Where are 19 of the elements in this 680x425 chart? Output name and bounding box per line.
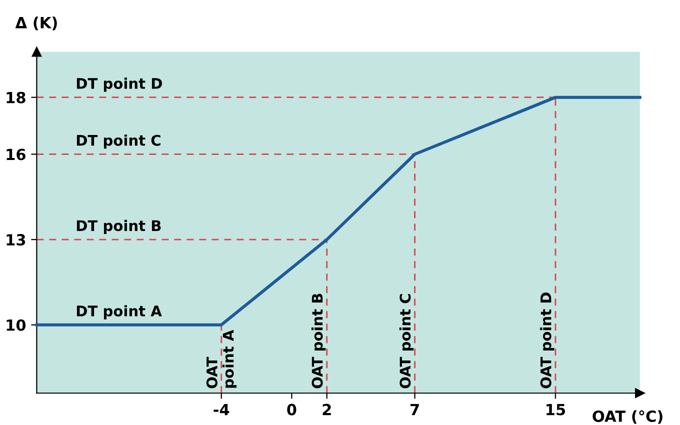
x-tick-label: 0	[287, 404, 296, 416]
x-tick-label: 15	[546, 404, 566, 416]
x-tick-label: -4	[214, 404, 230, 416]
annotation: DT point C	[76, 134, 160, 149]
y-axis-title: Δ (K)	[15, 16, 57, 30]
x-tick-label: 7	[410, 404, 419, 416]
y-tick-label: 16	[6, 148, 26, 160]
annotation: OAT point C	[399, 294, 414, 388]
x-tick-label: 2	[322, 404, 331, 416]
annotation: DT point D	[76, 78, 162, 92]
annotation: OAT point B	[311, 294, 326, 388]
y-tick-label: 10	[6, 319, 26, 331]
y-tick-label: 18	[6, 92, 26, 104]
x-axis-title: OAT (°C)	[592, 410, 662, 424]
annotation: DT point A	[76, 305, 162, 320]
y-tick-label: 13	[6, 234, 26, 246]
annotation: DT point B	[76, 220, 161, 234]
annotation: OAT point D	[540, 292, 554, 388]
annotation: OAT point A	[206, 330, 237, 388]
